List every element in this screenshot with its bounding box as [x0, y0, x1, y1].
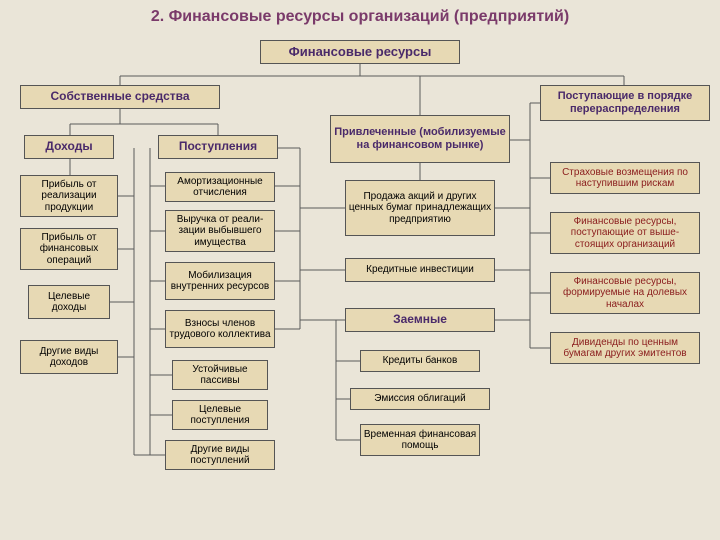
- income-header: Доходы: [24, 135, 114, 159]
- redistribution-item: Финансовые ресурсы, поступающие от выше­…: [550, 212, 700, 254]
- attracted-item: Продажа акций и других ценных бумаг прин…: [345, 180, 495, 236]
- income-item: Целевые доходы: [28, 285, 110, 319]
- redistribution-item: Дивиденды по ценным бумагам других эмите…: [550, 332, 700, 364]
- borrowed-item: Временная финансовая помощь: [360, 424, 480, 456]
- own-funds-box: Собственные средства: [20, 85, 220, 109]
- receipts-item: Взносы членов трудового коллектива: [165, 310, 275, 348]
- receipts-header: Поступления: [158, 135, 278, 159]
- redistribution-header: Поступающие в порядке перераспределения: [540, 85, 710, 121]
- attracted-item: Кредитные инвестиции: [345, 258, 495, 282]
- borrowed-item: Эмиссия облигаций: [350, 388, 490, 410]
- redistribution-item: Финансовые ресурсы, формируемые на долев…: [550, 272, 700, 314]
- top-box: Финансовые ресурсы: [260, 40, 460, 64]
- income-item: Прибыль от финансовых операций: [20, 228, 118, 270]
- receipts-item: Другие виды поступлений: [165, 440, 275, 470]
- receipts-item: Целевые поступления: [172, 400, 268, 430]
- receipts-item: Мобилизация внутренних ресурсов: [165, 262, 275, 300]
- receipts-item: Выручка от реали­зации выбывшего имущест…: [165, 210, 275, 252]
- borrowed-item: Кредиты банков: [360, 350, 480, 372]
- attracted-header: Привлеченные (мобилизуемые на финансовом…: [330, 115, 510, 163]
- receipts-item: Устойчивые пассивы: [172, 360, 268, 390]
- income-item: Прибыль от реализации продукции: [20, 175, 118, 217]
- borrowed-header: Заемные: [345, 308, 495, 332]
- receipts-item: Амортизационные отчисления: [165, 172, 275, 202]
- income-item: Другие виды доходов: [20, 340, 118, 374]
- page-title: 2. Финансовые ресурсы организаций (предп…: [0, 8, 720, 26]
- redistribution-item: Страховые возмещения по наступившим риск…: [550, 162, 700, 194]
